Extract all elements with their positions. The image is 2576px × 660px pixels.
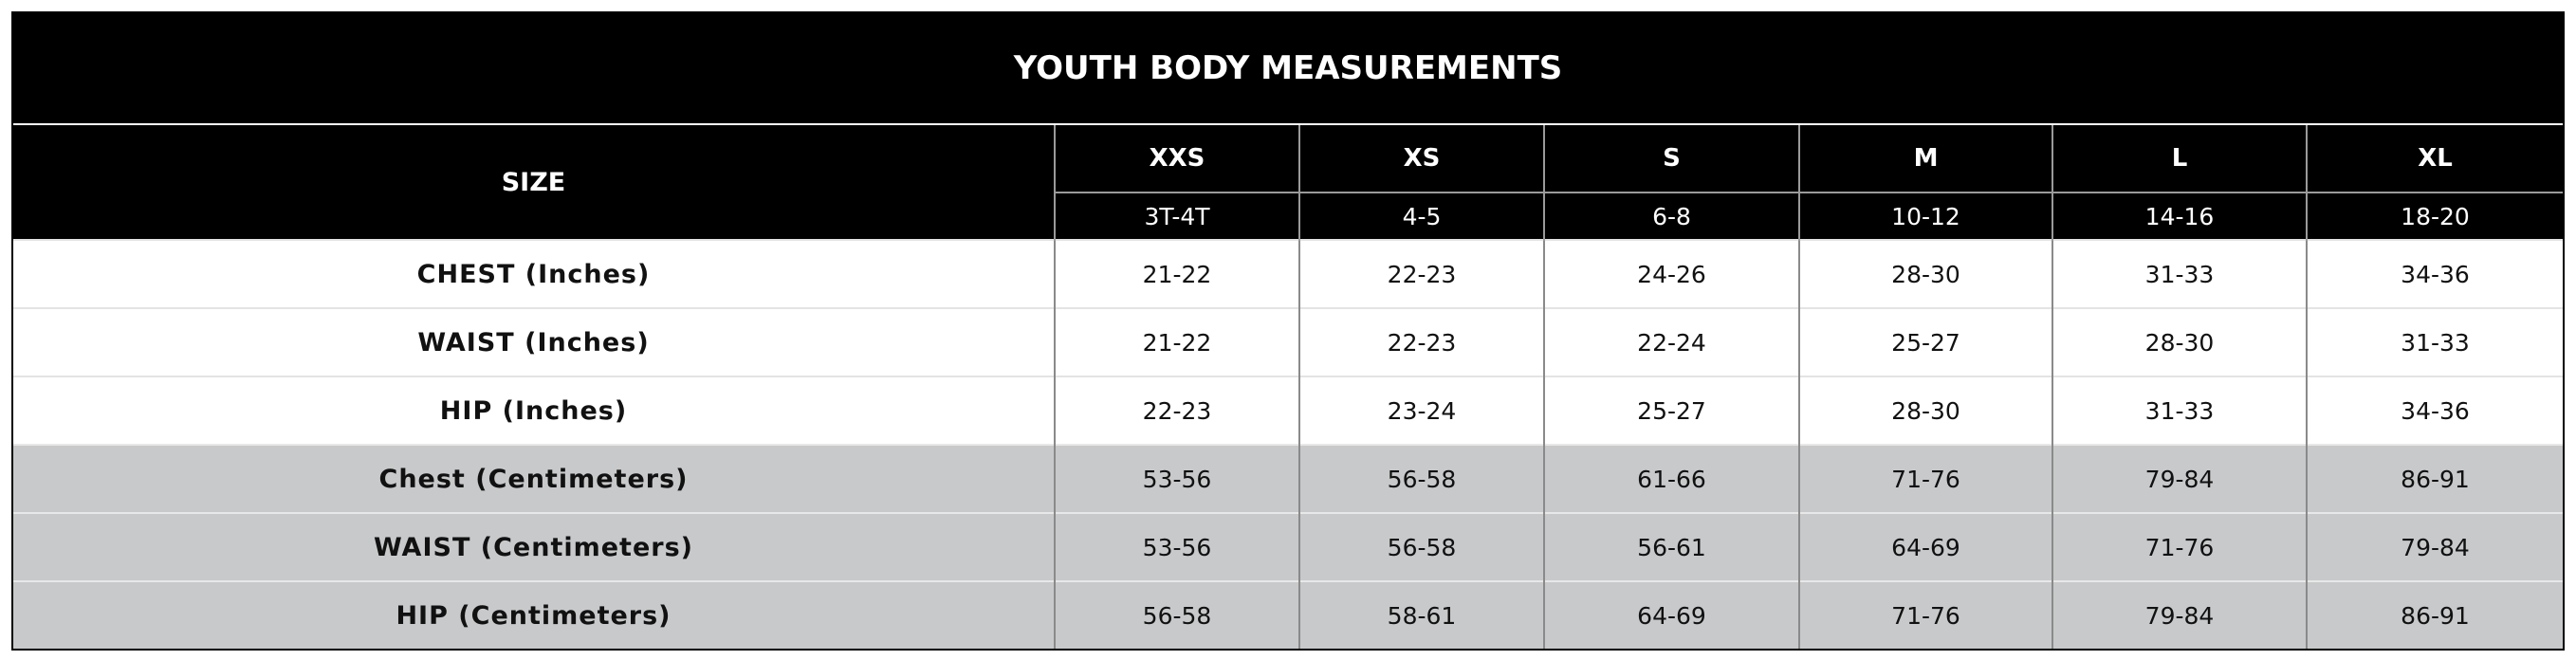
- data-row: WAIST (Inches) 21-22 22-23 22-24 25-27 28-30 3…: [13, 307, 2563, 376]
- cell: 86-91: [2306, 444, 2563, 513]
- cell: 24-26: [1543, 239, 1799, 308]
- row-label: WAIST (Inches): [13, 307, 1055, 376]
- cell: 22-23: [1298, 307, 1544, 376]
- data-row: Chest (Centimeters) 53-56 56-58 61-66 71-76 7…: [13, 444, 2563, 513]
- cell: 61-66: [1543, 444, 1799, 513]
- cell: 25-27: [1543, 376, 1799, 445]
- row-label: HIP (Centimeters): [13, 580, 1055, 649]
- cell: 21-22: [1054, 307, 1299, 376]
- header-row: SIZE XXS XS S M L XL: [13, 125, 2563, 240]
- size-label: SIZE: [13, 125, 1055, 240]
- size-chart: YOUTH BODY MEASUREMENTS SIZE XXS XS S M L XL 3T…: [11, 11, 2565, 651]
- row-label: Chest (Centimeters): [13, 444, 1055, 513]
- data-row: CHEST (Inches) 21-22 22-23 24-26 28-30 31-33 3…: [13, 239, 2563, 308]
- size-name: M: [1798, 125, 2052, 192]
- cell: 86-91: [2306, 580, 2563, 649]
- cell: 21-22: [1054, 239, 1299, 308]
- row-label: HIP (Inches): [13, 376, 1055, 445]
- size-name: S: [1543, 125, 1799, 192]
- cell: 79-84: [2306, 512, 2563, 581]
- cell: 31-33: [2052, 376, 2307, 445]
- data-row: HIP (Centimeters) 56-58 58-61 64-69 71-76 79-…: [13, 580, 2563, 649]
- table-title: YOUTH BODY MEASUREMENTS: [13, 13, 2563, 125]
- cell: 22-24: [1543, 307, 1799, 376]
- cell: 53-56: [1054, 512, 1299, 581]
- cell: 28-30: [2052, 307, 2307, 376]
- cell: 56-58: [1298, 512, 1544, 581]
- cell: 64-69: [1798, 512, 2052, 581]
- cell: 56-58: [1054, 580, 1299, 649]
- cell: 58-61: [1298, 580, 1544, 649]
- cell: 71-76: [2052, 512, 2307, 581]
- size-range: 4-5: [1298, 192, 1544, 240]
- row-label: CHEST (Inches): [13, 239, 1055, 308]
- cell: 34-36: [2306, 376, 2563, 445]
- size-name: XS: [1298, 125, 1544, 192]
- cell: 34-36: [2306, 239, 2563, 308]
- cell: 22-23: [1298, 239, 1544, 308]
- cell: 79-84: [2052, 580, 2307, 649]
- cell: 53-56: [1054, 444, 1299, 513]
- cell: 79-84: [2052, 444, 2307, 513]
- cell: 31-33: [2052, 239, 2307, 308]
- size-range: 10-12: [1798, 192, 2052, 240]
- cell: 64-69: [1543, 580, 1799, 649]
- size-range: 18-20: [2306, 192, 2563, 240]
- cell: 56-58: [1298, 444, 1544, 513]
- cell: 28-30: [1798, 239, 2052, 308]
- cell: 23-24: [1298, 376, 1544, 445]
- cell: 56-61: [1543, 512, 1799, 581]
- measurement-table: SIZE XXS XS S M L XL 3T-4T 4-5 6-8 10-12 14-16 18-20…: [13, 125, 2563, 649]
- cell: 28-30: [1798, 376, 2052, 445]
- cell: 31-33: [2306, 307, 2563, 376]
- data-row: WAIST (Centimeters) 53-56 56-58 56-61 64-69 7…: [13, 512, 2563, 581]
- size-name: XL: [2306, 125, 2563, 192]
- size-name: XXS: [1054, 125, 1299, 192]
- data-row: HIP (Inches) 22-23 23-24 25-27 28-30 31-33 34-…: [13, 376, 2563, 445]
- cell: 71-76: [1798, 580, 2052, 649]
- cell: 71-76: [1798, 444, 2052, 513]
- cell: 22-23: [1054, 376, 1299, 445]
- size-range: 3T-4T: [1054, 192, 1299, 240]
- size-name: L: [2052, 125, 2307, 192]
- size-range: 14-16: [2052, 192, 2307, 240]
- cell: 25-27: [1798, 307, 2052, 376]
- row-label: WAIST (Centimeters): [13, 512, 1055, 581]
- header-row: 3T-4T 4-5 6-8 10-12 14-16 18-20: [13, 192, 2563, 240]
- size-range: 6-8: [1543, 192, 1799, 240]
